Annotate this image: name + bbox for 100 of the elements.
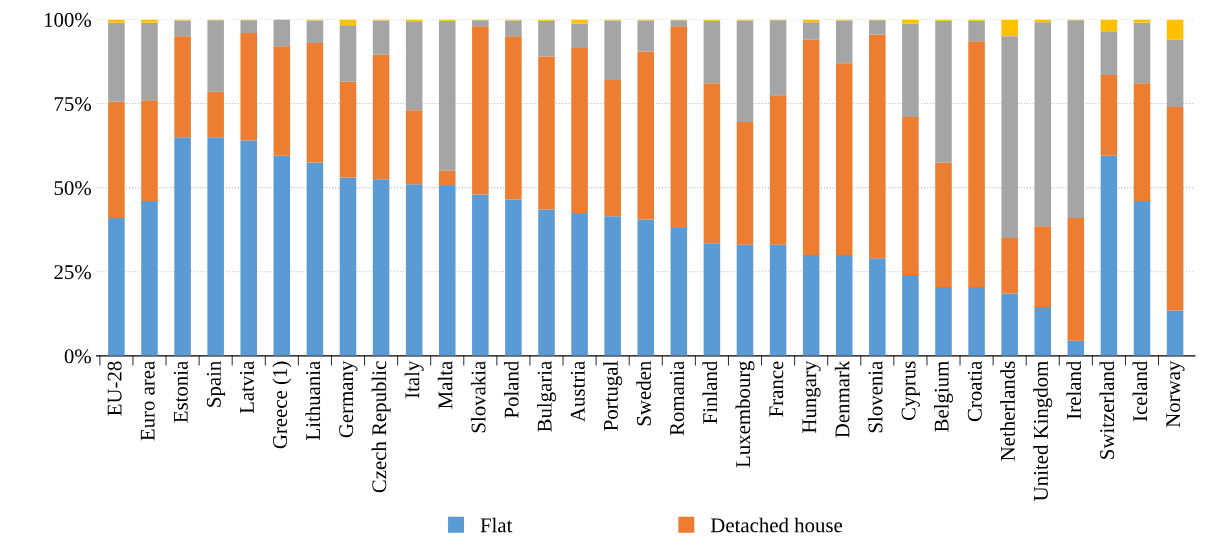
bar	[571, 212, 588, 356]
x-tick-label: Poland	[503, 360, 519, 418]
x-tick-label: Luxembourg	[735, 361, 755, 468]
x-tick-label: Slovenia	[867, 360, 883, 433]
bar	[1100, 155, 1118, 356]
bar	[802, 39, 820, 255]
bar	[339, 25, 357, 82]
x-tick-label: Czech Republic	[371, 361, 391, 493]
x-tick-label: Finland	[702, 360, 718, 424]
bar	[869, 20, 886, 35]
x-tick-label: Slovakia	[470, 360, 486, 433]
bar	[670, 26, 688, 229]
bar	[505, 199, 522, 356]
bar	[1067, 217, 1085, 341]
bar	[1166, 39, 1184, 107]
bar	[571, 48, 588, 213]
bar	[372, 179, 390, 356]
x-tick-label: Latvia	[239, 360, 254, 414]
bar	[703, 20, 721, 84]
x-tick-label: Lithuania	[305, 360, 321, 440]
bar	[174, 36, 191, 138]
x-tick-label: EU-28	[107, 361, 122, 416]
bar	[273, 19, 291, 47]
bar	[405, 184, 423, 356]
x-tick-label: Ireland	[1066, 360, 1082, 419]
bar	[935, 286, 952, 356]
bar	[472, 194, 489, 356]
bar	[835, 254, 853, 356]
bar	[968, 41, 985, 287]
bar	[604, 20, 621, 81]
bar	[902, 275, 919, 356]
bar	[802, 22, 820, 40]
bar	[538, 56, 555, 210]
bar	[306, 162, 324, 356]
bar	[869, 34, 886, 259]
bar	[835, 63, 853, 255]
bar	[505, 20, 522, 37]
bar	[141, 201, 158, 356]
x-tick-label: Italy	[404, 360, 424, 399]
bar	[108, 101, 125, 218]
x-tick-label: Euro area	[140, 360, 155, 441]
bar	[174, 137, 191, 356]
bar	[141, 100, 158, 202]
bar	[1100, 74, 1118, 156]
bar	[538, 209, 555, 356]
bar	[1133, 201, 1151, 356]
bar	[240, 20, 258, 33]
bar	[1034, 307, 1052, 356]
bar	[505, 36, 522, 200]
bar	[273, 46, 291, 156]
bar	[1001, 238, 1018, 294]
x-tick-label: Bulgaria	[537, 360, 556, 432]
bar	[538, 20, 555, 57]
x-tick-label: Germany	[339, 360, 358, 438]
bar	[240, 140, 258, 356]
legend-label: Detached house	[710, 517, 843, 533]
bar	[108, 19, 125, 23]
bar	[339, 81, 357, 178]
y-tick-label: 100%	[44, 12, 91, 27]
bar	[1166, 19, 1184, 40]
bar	[902, 117, 919, 276]
bar	[1001, 36, 1018, 239]
x-tick-label: Denmark	[834, 360, 850, 438]
x-tick-label: France	[769, 361, 784, 417]
bar	[604, 216, 621, 356]
bar	[141, 22, 158, 101]
x-tick-label: Portugal	[603, 361, 623, 431]
bar	[802, 254, 820, 356]
x-tick-label: Romania	[670, 360, 685, 436]
x-tick-label: Croatia	[967, 360, 982, 422]
bar	[736, 244, 754, 356]
bar	[637, 219, 655, 356]
bar	[240, 32, 258, 141]
bar	[1034, 22, 1052, 227]
bar	[438, 20, 456, 171]
bar	[141, 19, 158, 23]
bar	[472, 26, 489, 195]
y-tick-label: 25%	[54, 265, 91, 280]
bar	[372, 20, 390, 55]
bar	[207, 137, 224, 356]
bar	[935, 162, 952, 287]
bar	[968, 20, 985, 42]
x-tick-label: Sweden	[636, 361, 651, 426]
bar	[935, 20, 952, 163]
bar	[108, 22, 125, 102]
bar	[207, 91, 224, 138]
x-tick-label: Greece (1)	[272, 361, 292, 449]
x-tick-label: United Kingdom	[1033, 361, 1053, 501]
bar	[306, 43, 324, 163]
y-tick-label: 50%	[54, 181, 91, 196]
bar	[339, 177, 357, 356]
bar	[472, 20, 489, 27]
bar	[207, 20, 224, 92]
bar	[1166, 310, 1184, 356]
bar	[902, 23, 919, 118]
bar	[438, 185, 456, 356]
bar	[869, 258, 886, 356]
bar	[769, 244, 787, 356]
bar	[273, 155, 291, 356]
bar	[1001, 293, 1018, 356]
